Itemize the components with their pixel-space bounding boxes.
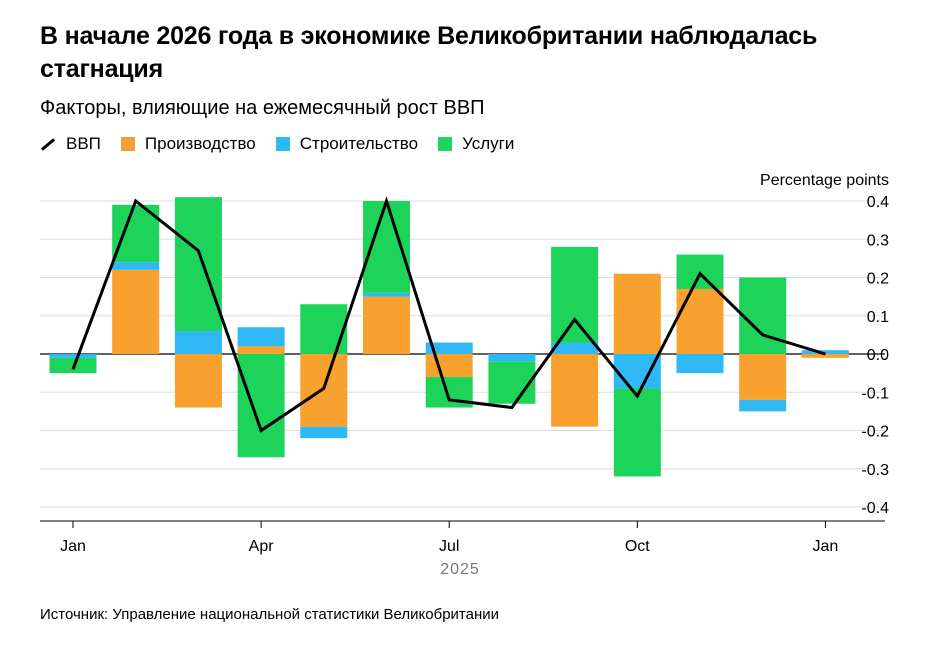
source-note: Источник: Управление национальной статис… — [40, 606, 500, 623]
chart-area: 0.4 0.3 0.2 0.1 0.0 -0.1 -0.2 -0.3 -0.4 Percentag… — [40, 172, 889, 578]
bar-manufacturing — [801, 354, 849, 358]
legend-swatch-services — [438, 137, 453, 151]
y-tick-label: 0.2 — [867, 271, 889, 288]
bar-services — [300, 304, 348, 354]
bar-construction — [363, 292, 410, 297]
bar-construction — [237, 327, 285, 347]
bar-construction — [425, 342, 473, 354]
bar-services — [551, 246, 599, 343]
legend-swatch-manufacturing — [120, 137, 135, 151]
bar-manufacturing — [613, 273, 661, 354]
y-axis-unit-label: Percentage points — [760, 172, 889, 189]
axes: 0.4 0.3 0.2 0.1 0.0 -0.1 -0.2 -0.3 -0.4 Percentag… — [40, 172, 889, 578]
bar-manufacturing — [174, 354, 222, 408]
chart-subtitle: Факторы, влияющие на ежемесячный рост ВВ… — [40, 97, 485, 119]
legend-item-manufacturing: Производство — [120, 134, 256, 154]
bar-services — [739, 277, 787, 354]
bar-manufacturing — [112, 269, 160, 354]
bar-services — [488, 361, 536, 404]
bar-manufacturing — [739, 354, 787, 400]
bar-construction — [300, 426, 348, 439]
bar-manufacturing — [425, 354, 473, 377]
bar-construction — [112, 262, 160, 270]
chart-title: В начале 2026 года в экономике Великобри… — [40, 22, 818, 83]
bar-manufacturing — [676, 288, 724, 354]
bar-construction — [676, 354, 724, 374]
bar-manufacturing — [237, 346, 285, 354]
y-tick-label: 0.3 — [867, 232, 889, 249]
legend-label-services: Услуги — [462, 134, 515, 153]
y-tick-label: 0.1 — [867, 309, 889, 326]
legend-label-gdp: ВВП — [66, 134, 101, 153]
bar-construction — [613, 354, 661, 389]
bar-services — [613, 388, 661, 477]
bar-construction — [174, 331, 222, 354]
x-tick-label: Jan — [813, 538, 839, 555]
gdp-line-layer — [71, 196, 826, 433]
bar-construction — [801, 350, 849, 354]
y-tick-label: -0.3 — [861, 462, 889, 479]
x-tick-label: Oct — [625, 538, 650, 555]
y-tick-label: -0.4 — [861, 500, 889, 517]
bar-manufacturing — [551, 354, 599, 427]
bar-services — [237, 354, 285, 458]
legend-item-gdp: ВВП — [40, 134, 101, 154]
bar-manufacturing — [300, 354, 348, 427]
y-tick-label: 0.4 — [867, 194, 889, 211]
x-tick-label: Jan — [60, 538, 86, 555]
x-year-label: 2025 — [440, 561, 480, 578]
bar-construction — [739, 399, 787, 412]
legend-label-construction: Строительство — [299, 134, 419, 153]
legend-item-construction: Строительство — [275, 134, 419, 154]
legend: ВВП Производство Строительство Услуги — [40, 134, 534, 154]
legend-label-manufacturing: Производство — [144, 134, 256, 153]
legend-item-services: Услуги — [438, 134, 514, 154]
bar-construction — [551, 342, 599, 354]
bars — [49, 197, 849, 477]
x-tick-label: Jul — [439, 538, 459, 555]
legend-swatch-construction — [275, 137, 290, 151]
x-tick-label: Apr — [249, 538, 275, 555]
y-tick-label: -0.2 — [861, 424, 889, 441]
bar-services — [174, 197, 222, 332]
bar-manufacturing — [363, 296, 410, 354]
y-tick-label: 0.0 — [867, 347, 889, 364]
bar-construction — [488, 354, 536, 362]
y-tick-label: -0.1 — [861, 385, 889, 402]
bar-construction — [49, 354, 97, 358]
